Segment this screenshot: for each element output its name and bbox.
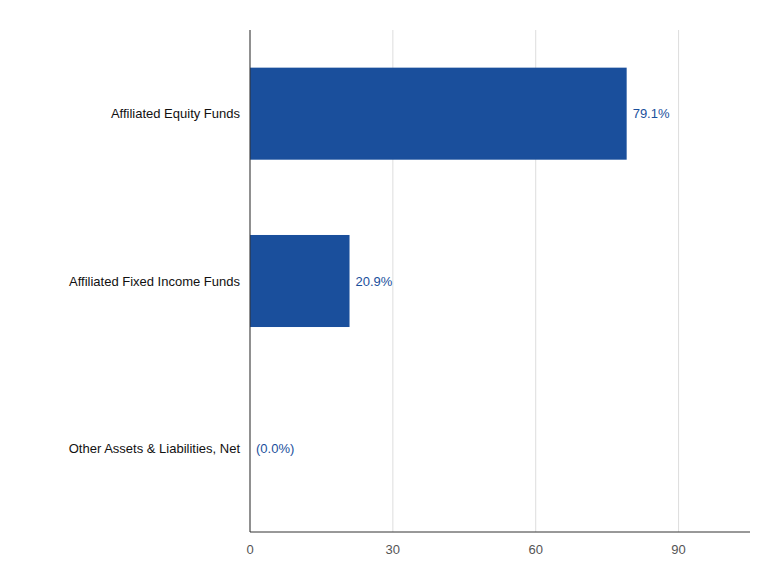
x-tick-label: 0 (246, 542, 253, 557)
y-axis-labels: Other Assets & Liabilities, Net Affiliate… (69, 106, 241, 456)
category-label: Affiliated Equity Funds (111, 106, 241, 121)
data-label: 20.9% (356, 274, 393, 289)
bar (250, 235, 350, 327)
chart: 0 30 60 90 Other Assets & Liabilities, Net Af… (0, 0, 780, 588)
x-tick-label: 90 (671, 542, 685, 557)
x-tick-label: 60 (528, 542, 542, 557)
x-axis-line (250, 532, 750, 533)
category-label: Other Assets & Liabilities, Net (69, 441, 241, 456)
bar (250, 68, 627, 160)
grid (250, 30, 679, 532)
y-axis-line (250, 30, 251, 532)
x-tick-label: 30 (386, 542, 400, 557)
grid-line (250, 30, 251, 532)
chart-container: 0 30 60 90 Other Assets & Liabilities, Net Af… (0, 0, 780, 588)
category-label: Affiliated Fixed Income Funds (69, 274, 241, 289)
x-axis-ticks: 0 30 60 90 (246, 542, 685, 557)
data-label: 79.1% (633, 106, 670, 121)
bars (250, 68, 627, 327)
grid-line (678, 30, 679, 532)
data-label: (0.0%) (256, 441, 294, 456)
data-labels: (0.0%) 20.9% 79.1% (256, 106, 670, 456)
